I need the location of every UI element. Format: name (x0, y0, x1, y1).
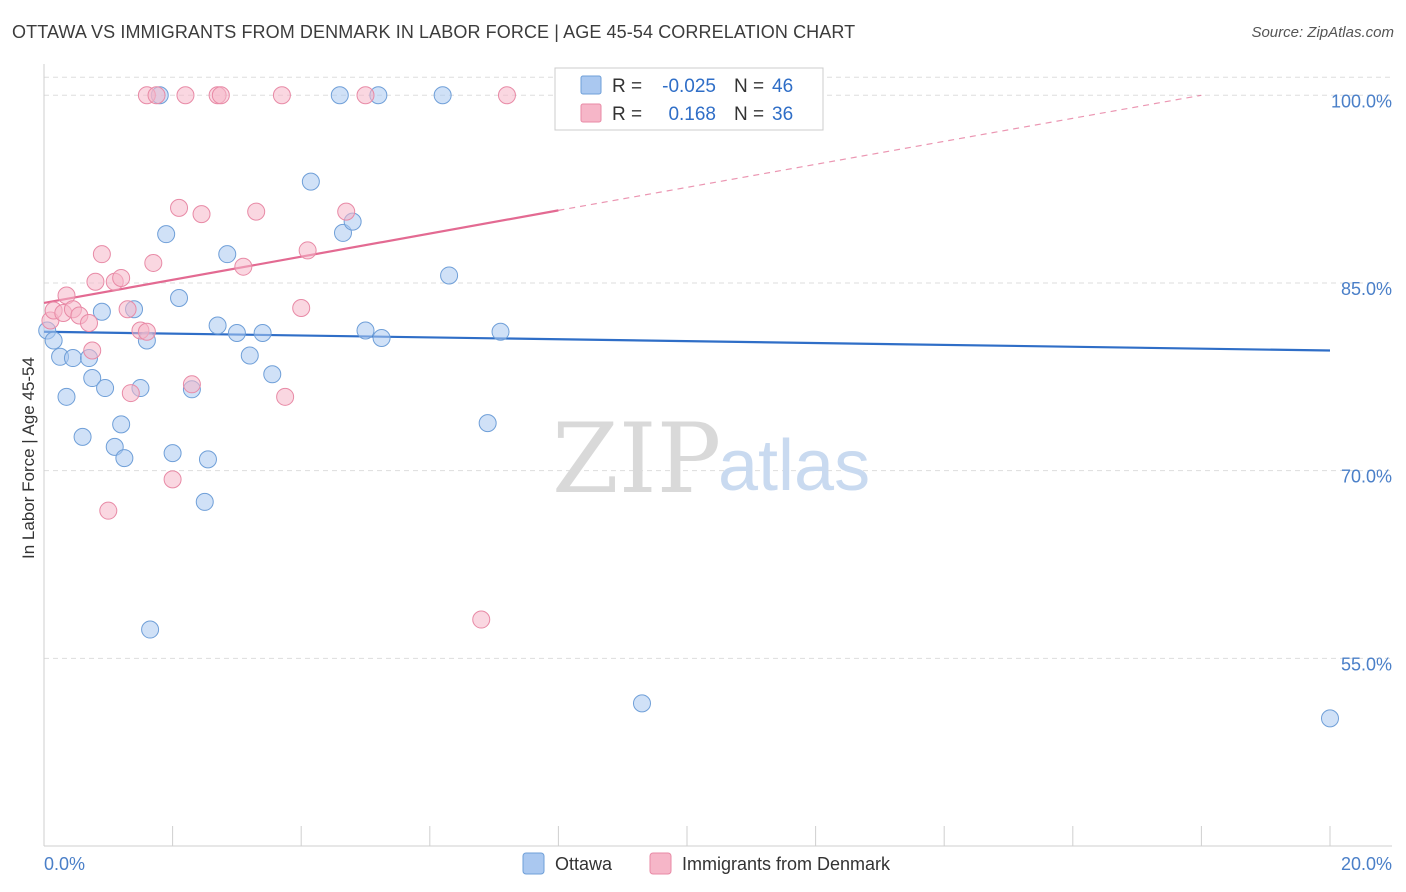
bottom-legend-label-ottawa: Ottawa (555, 854, 613, 874)
ottawa-point-27 (240, 346, 259, 365)
ottawa-point-18 (157, 225, 176, 244)
chart-source: Source: ZipAtlas.com (1251, 24, 1394, 41)
y-tick-labels: 55.0% 70.0% 85.0% 100.0% (1331, 91, 1392, 674)
denmark-point-17 (144, 253, 163, 272)
ottawa-point-5 (73, 427, 92, 446)
watermark: ZIP atlas (552, 403, 870, 515)
ottawa-point-25 (218, 245, 237, 264)
ottawa-point-9 (96, 379, 115, 398)
ottawa-point-19 (163, 444, 182, 463)
x-tick-labels: 0.0% 20.0% (44, 854, 1392, 874)
ottawa-point-26 (227, 324, 246, 343)
y-tick-label-3: 100.0% (1331, 91, 1392, 111)
denmark-point-21 (170, 198, 189, 217)
denmark-point-16 (137, 322, 156, 341)
ottawa-point-7 (83, 369, 102, 388)
ottawa-point-23 (198, 450, 217, 469)
denmark-point-28 (247, 202, 266, 221)
legend-n-label-ottawa: N = (734, 76, 764, 97)
x-tick-label-1: 20.0% (1341, 854, 1392, 874)
denmark-trend-extension (558, 94, 1202, 211)
ottawa-point-30 (301, 172, 320, 191)
denmark-point-33 (337, 202, 356, 221)
ottawa-point-24 (208, 316, 227, 335)
y-tick-label-1: 70.0% (1341, 467, 1392, 487)
y-tick-label-2: 85.0% (1341, 279, 1392, 299)
ottawa-point-38 (440, 266, 459, 285)
legend-n-value-ottawa: 46 (772, 76, 793, 97)
legend-swatch-denmark (580, 103, 602, 123)
legend-n-label-denmark: N = (734, 104, 764, 125)
denmark-point-13 (118, 300, 137, 319)
ottawa-point-39 (478, 414, 497, 433)
gridlines (44, 76, 1392, 659)
denmark-point-30 (276, 387, 295, 406)
ottawa-point-36 (372, 329, 391, 348)
ottawa-point-40 (491, 322, 510, 341)
denmark-point-6 (80, 313, 99, 332)
ottawa-point-1 (44, 331, 63, 350)
ottawa-point-20 (170, 288, 189, 307)
ottawa-point-29 (263, 365, 282, 384)
denmark-point-34 (356, 86, 375, 105)
denmark-point-8 (86, 272, 105, 291)
legend-r-label-denmark: R = (612, 104, 642, 125)
ottawa-point-16 (141, 620, 160, 639)
chart-title: OTTAWA VS IMMIGRANTS FROM DENMARK IN LAB… (12, 22, 856, 42)
denmark-point-27 (234, 257, 253, 276)
denmark-point-20 (163, 470, 182, 489)
ottawa-point-22 (195, 492, 214, 511)
denmark-point-29 (272, 86, 291, 105)
trend-lines (43, 94, 1331, 352)
legend-r-value-ottawa: -0.025 (662, 76, 716, 97)
ottawa-point-12 (115, 449, 134, 468)
ottawa-point-8 (92, 302, 111, 321)
denmark-point-7 (83, 341, 102, 360)
ottawa-point-3 (57, 387, 76, 406)
ottawa-point-31 (330, 86, 349, 105)
correlation-legend: R = -0.025 N = 46 R = 0.168 N = 36 (554, 67, 824, 131)
y-tick-label-0: 55.0% (1341, 654, 1392, 674)
denmark-point-9 (92, 245, 111, 264)
denmark-point-24 (192, 205, 211, 224)
bottom-legend-label-denmark: Immigrants from Denmark (682, 854, 891, 874)
denmark-point-32 (298, 241, 317, 260)
denmark-point-10 (99, 501, 118, 520)
ottawa-point-34 (356, 321, 375, 340)
denmark-point-31 (292, 298, 311, 317)
ottawa-point-37 (433, 86, 452, 105)
denmark-point-22 (176, 86, 195, 105)
denmark-point-12 (112, 268, 131, 287)
ottawa-point-42 (632, 694, 651, 713)
ottawa-point-11 (112, 415, 131, 434)
denmark-point-26 (211, 86, 230, 105)
ottawa-point-4 (63, 349, 82, 368)
legend-swatch-ottawa (580, 75, 602, 95)
denmark-point-36 (497, 86, 516, 105)
legend-n-value-denmark: 36 (772, 104, 793, 125)
denmark-point-19 (147, 86, 166, 105)
series-legend: Ottawa Immigrants from Denmark (522, 852, 891, 875)
denmark-point-35 (472, 610, 491, 629)
watermark-atlas: atlas (718, 426, 870, 506)
x-tick-label-0: 0.0% (44, 854, 85, 874)
y-axis-label: In Labor Force | Age 45-54 (19, 357, 38, 559)
watermark-zip: ZIP (552, 403, 721, 515)
ottawa-point-28 (253, 324, 272, 343)
bottom-legend-swatch-denmark (649, 852, 672, 875)
legend-r-value-denmark: 0.168 (668, 104, 716, 125)
denmark-point-23 (182, 375, 201, 394)
ottawa-point-45 (1321, 709, 1339, 728)
bottom-legend-swatch-ottawa (522, 852, 545, 875)
denmark-point-14 (121, 384, 140, 403)
legend-r-label-ottawa: R = (612, 76, 642, 97)
axes (43, 64, 1392, 847)
